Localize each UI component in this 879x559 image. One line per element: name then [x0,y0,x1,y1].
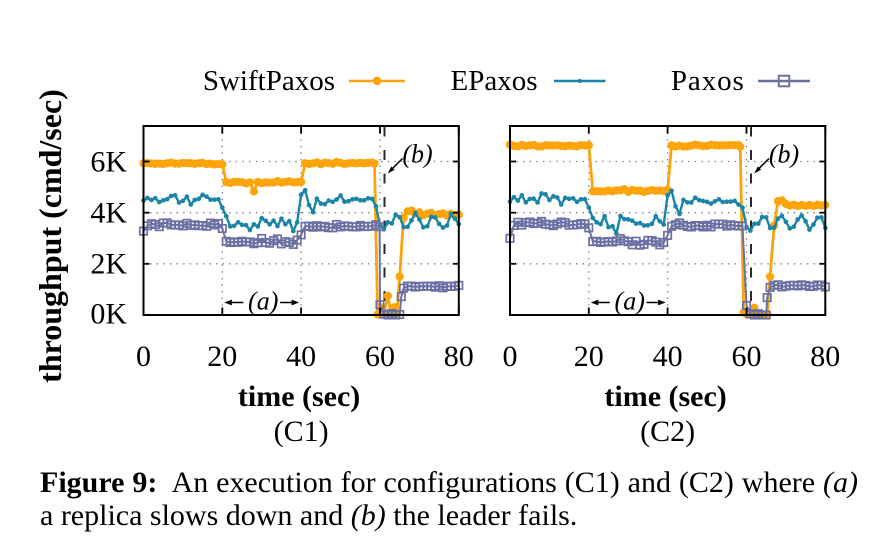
svg-text:Paxos: Paxos [671,65,745,97]
svg-text:(C1): (C1) [274,415,329,448]
svg-text:0: 0 [503,340,518,373]
svg-text:(a): (a) [248,287,278,316]
svg-text:SwiftPaxos: SwiftPaxos [203,65,335,97]
svg-text:(C2): (C2) [640,415,695,448]
svg-text:(b): (b) [402,140,432,169]
svg-text:EPaxos: EPaxos [451,65,538,97]
svg-text:40: 40 [653,340,683,373]
svg-text:20: 20 [207,340,237,373]
svg-text:(b): (b) [769,140,799,169]
svg-text:0K: 0K [90,298,127,331]
svg-text:2K: 2K [90,248,127,281]
svg-text:throughput (cmd/sec): throughput (cmd/sec) [32,89,68,383]
svg-text:60: 60 [732,340,762,373]
svg-text:4K: 4K [90,197,127,230]
svg-text:0: 0 [136,340,151,373]
svg-text:20: 20 [574,340,604,373]
svg-text:6K: 6K [90,145,127,178]
svg-text:80: 80 [810,340,840,373]
svg-text:60: 60 [365,340,395,373]
svg-text:40: 40 [286,340,316,373]
svg-text:time (sec): time (sec) [238,380,360,413]
svg-text:80: 80 [444,340,474,373]
svg-text:time (sec): time (sec) [604,380,726,413]
svg-text:(a): (a) [615,287,645,316]
